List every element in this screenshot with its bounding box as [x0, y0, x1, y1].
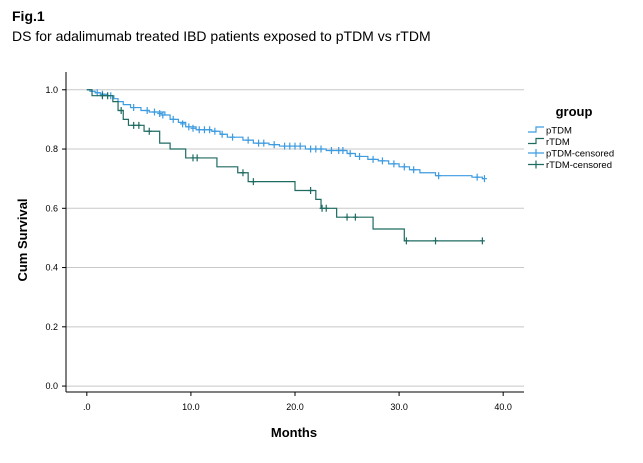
censor-mark-ptdm: [144, 107, 150, 115]
censor-mark-rtdm: [308, 187, 314, 195]
legend-swatch: [528, 160, 544, 169]
figure-caption: DS for adalimumab treated IBD patients e…: [12, 28, 431, 44]
censor-mark-ptdm: [328, 147, 334, 155]
censor-mark-ptdm: [297, 142, 303, 150]
censor-mark-rtdm: [479, 237, 485, 245]
censor-mark-ptdm: [219, 130, 225, 138]
censor-mark-ptdm: [230, 133, 236, 141]
legend-entry-label: pTDM-censored: [546, 149, 614, 160]
censor-mark-ptdm: [282, 142, 288, 150]
censor-mark-ptdm: [308, 145, 314, 153]
censor-mark-ptdm: [151, 108, 157, 116]
x-axis-label: Months: [271, 425, 317, 440]
censor-mark-ptdm: [186, 123, 192, 131]
censor-mark-ptdm: [318, 145, 324, 153]
x-tick-label: 20.0: [286, 402, 304, 412]
censor-mark-rtdm: [240, 169, 246, 177]
censor-mark-ptdm: [287, 142, 293, 150]
legend-title: group: [556, 104, 593, 119]
censor-mark-rtdm: [344, 213, 350, 221]
censor-mark-ptdm: [170, 115, 176, 123]
censor-mark-rtdm: [433, 237, 439, 245]
x-tick-label: 30.0: [390, 402, 408, 412]
censor-mark-ptdm: [131, 104, 137, 112]
censor-mark-rtdm: [250, 178, 256, 186]
y-tick-label: 0.0: [45, 381, 58, 391]
censor-mark-rtdm: [146, 127, 152, 135]
y-tick-label: 0.4: [45, 263, 58, 273]
censor-mark-rtdm: [99, 92, 105, 100]
censor-mark-ptdm: [256, 139, 262, 147]
legend-swatch: [528, 126, 544, 133]
censor-mark-ptdm: [190, 124, 196, 132]
y-axis-label: Cum Survival: [15, 198, 30, 281]
censor-mark-ptdm: [401, 163, 407, 171]
censor-mark-ptdm: [379, 157, 385, 165]
censor-mark-ptdm: [201, 126, 207, 134]
censor-mark-ptdm: [474, 173, 480, 181]
censor-mark-ptdm: [436, 172, 442, 180]
censor-mark-ptdm: [481, 175, 487, 183]
censor-mark-ptdm: [261, 139, 267, 147]
axes: 0.0 0.2 0.4 0.6 0.8 1.0 .0 10.0 20.0 30.0 40.0: [45, 72, 524, 412]
censor-mark-ptdm: [357, 152, 363, 160]
censor-mark-rtdm: [352, 213, 358, 221]
legend-swatch: [528, 137, 544, 145]
y-tick-label: 0.8: [45, 144, 58, 154]
y-tick-label: 0.2: [45, 322, 58, 332]
legend-entry-label: rTDM: [546, 137, 570, 148]
censor-mark-rtdm: [194, 154, 200, 162]
censor-mark-ptdm: [245, 136, 251, 144]
legend-swatch: [528, 149, 544, 157]
censor-mark-ptdm: [94, 89, 100, 97]
censor-mark-rtdm: [136, 121, 142, 129]
x-tick-label: .0: [83, 402, 91, 412]
censor-mark-ptdm: [292, 142, 298, 150]
y-tick-label: 1.0: [45, 85, 58, 95]
censor-mark-rtdm: [131, 121, 137, 129]
censor-mark-ptdm: [370, 155, 376, 163]
series-line-ptdm: [86, 89, 485, 180]
grid-lines: [66, 89, 524, 387]
censor-mark-ptdm: [180, 120, 186, 128]
censor-mark-rtdm: [403, 237, 409, 245]
series-line-rtdm: [86, 89, 483, 242]
censor-mark-rtdm: [323, 204, 329, 212]
figure-label: Fig.1: [12, 8, 45, 24]
x-tick-label: 10.0: [182, 402, 200, 412]
censor-mark-ptdm: [347, 149, 353, 157]
censor-mark-ptdm: [411, 166, 417, 174]
censor-mark-ptdm: [207, 126, 213, 134]
legend-entry-label: pTDM: [546, 126, 572, 137]
censor-mark-ptdm: [391, 160, 397, 168]
censor-mark-ptdm: [212, 127, 218, 135]
censor-mark-ptdm: [196, 126, 202, 134]
censor-mark-ptdm: [313, 145, 319, 153]
censor-mark-ptdm: [160, 111, 166, 119]
censor-mark-rtdm: [118, 107, 124, 115]
x-tick-label: 40.0: [494, 402, 512, 412]
censor-mark-ptdm: [271, 141, 277, 149]
censor-mark-ptdm: [340, 147, 346, 155]
legend-entry-label: rTDM-censored: [546, 160, 612, 171]
censor-mark-ptdm: [157, 109, 163, 117]
y-tick-label: 0.6: [45, 203, 58, 213]
series-layer: [86, 89, 487, 245]
censor-mark-rtdm: [105, 92, 111, 100]
